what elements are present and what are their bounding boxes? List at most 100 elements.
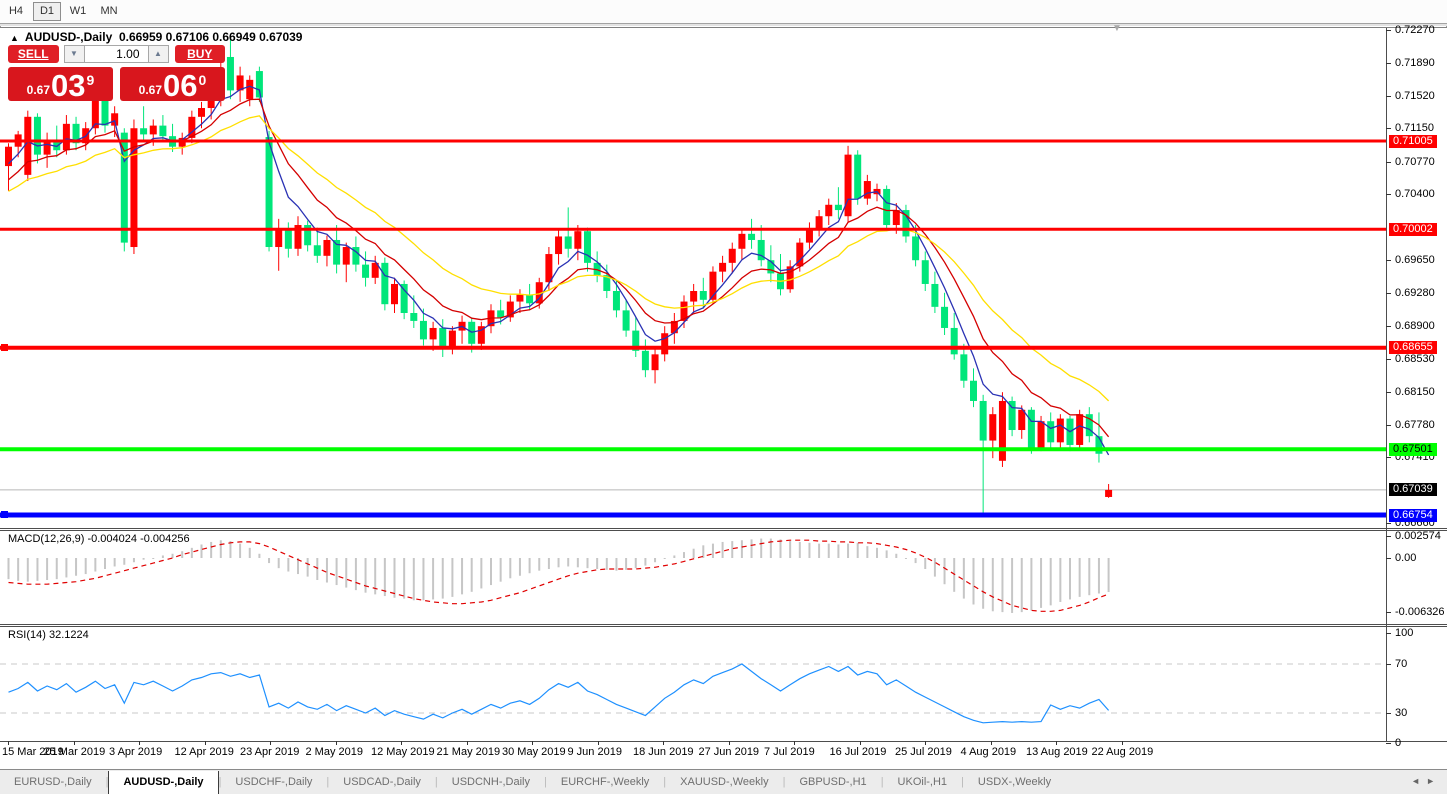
date-label: 30 May 2019 bbox=[502, 746, 566, 758]
price-axis-border bbox=[1386, 28, 1387, 741]
level-drag-handle-0.66754[interactable] bbox=[1, 511, 8, 518]
date-label: 16 Jul 2019 bbox=[829, 746, 887, 758]
buy-price-prefix: 0.67 bbox=[138, 83, 163, 97]
level-price-badge-0.67501: 0.67501 bbox=[1389, 442, 1437, 456]
price-tick-0.68150: 0.68150 bbox=[1395, 386, 1435, 399]
macd-tick-0.002574: 0.002574 bbox=[1395, 530, 1441, 543]
buy-price-pips: 06 bbox=[163, 68, 198, 103]
collapse-arrow-icon[interactable]: ▲ bbox=[10, 33, 19, 43]
main-chart-canvas[interactable] bbox=[0, 28, 1386, 528]
date-tick bbox=[335, 741, 337, 745]
axis-tick bbox=[1386, 633, 1391, 634]
price-tick-0.69650: 0.69650 bbox=[1395, 254, 1435, 267]
volume-decrease-button[interactable]: ▼ bbox=[63, 45, 85, 63]
axis-tick bbox=[1386, 292, 1391, 294]
chart-tab-eurchf-weekly[interactable]: EURCHF-,Weekly bbox=[560, 776, 650, 788]
candlestick-series bbox=[5, 35, 1113, 514]
tabs-scroll-right-icon[interactable]: ► bbox=[1426, 776, 1441, 786]
axis-tick bbox=[1386, 611, 1391, 613]
date-label: 13 Aug 2019 bbox=[1026, 746, 1088, 758]
rsi-panel-canvas[interactable] bbox=[0, 627, 1386, 741]
sell-price-box[interactable]: 0.67 03 9 bbox=[8, 67, 113, 101]
axis-tick bbox=[1386, 95, 1391, 97]
price-tick-0.71150: 0.71150 bbox=[1395, 122, 1434, 135]
level-price-badge-0.70002: 0.70002 bbox=[1389, 222, 1437, 236]
date-label: 12 May 2019 bbox=[371, 746, 435, 758]
overlay-ma-slow bbox=[8, 115, 1110, 402]
timeframe-button-w1[interactable]: W1 bbox=[69, 5, 87, 17]
date-label: 25 Jul 2019 bbox=[895, 746, 952, 758]
axis-tick bbox=[1386, 358, 1391, 360]
chart-tab-usdx-weekly[interactable]: USDX-,Weekly bbox=[977, 776, 1052, 788]
buy-price-box[interactable]: 0.67 06 0 bbox=[120, 67, 225, 101]
price-tick-0.70400: 0.70400 bbox=[1395, 188, 1435, 201]
rsi-tick-70: 70 bbox=[1395, 658, 1408, 670]
volume-increase-button[interactable]: ▲ bbox=[147, 45, 169, 63]
timeframe-button-mn[interactable]: MN bbox=[100, 5, 118, 17]
date-tick bbox=[794, 741, 795, 745]
macd-histogram bbox=[7, 538, 1110, 613]
tab-separator: | bbox=[105, 776, 109, 788]
chart-tab-xauusd-weekly[interactable]: XAUUSD-,Weekly bbox=[680, 776, 769, 788]
tab-separator: | bbox=[663, 776, 667, 788]
one-click-trading-panel: SELL ▼ ▲ BUY 0.67 03 9 0.67 06 0 bbox=[8, 45, 225, 101]
chart-tab-eurusd-daily[interactable]: EURUSD-,Daily bbox=[14, 776, 92, 788]
date-tick bbox=[925, 741, 926, 745]
rsi-indicator-label: RSI(14) 32.1224 bbox=[8, 629, 89, 641]
chart-ohlc-values: 0.66959 0.67106 0.66949 0.67039 bbox=[118, 30, 303, 44]
date-label: 2 May 2019 bbox=[305, 746, 363, 758]
panel-splitter-macd[interactable] bbox=[0, 528, 1447, 531]
sell-button[interactable]: SELL bbox=[8, 45, 59, 63]
date-tick bbox=[663, 741, 664, 745]
volume-input[interactable] bbox=[84, 45, 148, 63]
date-tick bbox=[728, 741, 730, 745]
date-tick bbox=[466, 741, 468, 745]
date-label: 25 Mar 2019 bbox=[43, 746, 106, 758]
chart-tab-ukoil-h1[interactable]: UKOil-,H1 bbox=[897, 776, 948, 788]
price-tick-0.69280: 0.69280 bbox=[1395, 286, 1435, 299]
date-label: 4 Aug 2019 bbox=[960, 746, 1017, 758]
price-tick-0.70770: 0.70770 bbox=[1395, 155, 1435, 168]
tabs-scroll-left-icon[interactable]: ◄ bbox=[1411, 776, 1427, 786]
chart-tab-gbpusd-h1[interactable]: GBPUSD-,H1 bbox=[799, 776, 867, 788]
date-tick bbox=[1056, 741, 1057, 745]
level-price-badge-0.71005: 0.71005 bbox=[1389, 134, 1437, 148]
price-tick-0.71890: 0.71890 bbox=[1395, 57, 1435, 70]
tab-separator: | bbox=[880, 776, 884, 788]
axis-tick bbox=[1386, 63, 1391, 65]
timeframe-button-h4[interactable]: H4 bbox=[8, 5, 24, 17]
level-drag-handle-0.68655[interactable] bbox=[1, 343, 8, 351]
buy-button[interactable]: BUY bbox=[174, 45, 225, 63]
axis-tick bbox=[1386, 326, 1391, 328]
date-tick bbox=[73, 741, 75, 745]
price-tick-0.68530: 0.68530 bbox=[1395, 352, 1435, 365]
macd-panel-canvas[interactable] bbox=[0, 531, 1386, 624]
date-label: 27 Jun 2019 bbox=[698, 746, 760, 758]
sell-price-point: 9 bbox=[86, 72, 95, 88]
date-tick bbox=[597, 741, 599, 745]
timeframe-toolbar: H4 D1 W1 MN bbox=[0, 0, 1447, 24]
panel-splitter-rsi[interactable] bbox=[0, 624, 1447, 627]
rsi-tick-0: 0 bbox=[1395, 737, 1402, 749]
chart-tab-audusd-daily[interactable]: AUDUSD-,Daily bbox=[108, 771, 219, 794]
axis-tick bbox=[1386, 29, 1391, 31]
overlay-ma-fast bbox=[8, 85, 1110, 456]
chart-tab-usdcad-daily[interactable]: USDCAD-,Daily bbox=[343, 776, 421, 788]
tab-separator: | bbox=[782, 776, 786, 788]
axis-tick bbox=[1386, 523, 1391, 525]
axis-tick bbox=[1386, 664, 1391, 665]
macd-tick--0.006326: -0.006326 bbox=[1395, 605, 1445, 618]
tab-separator: | bbox=[326, 776, 330, 788]
chart-tab-usdchf-daily[interactable]: USDCHF-,Daily bbox=[235, 776, 313, 788]
date-tick bbox=[8, 741, 9, 745]
rsi-line bbox=[8, 663, 1110, 724]
axis-tick bbox=[1386, 713, 1391, 714]
axis-tick bbox=[1386, 161, 1391, 163]
axis-tick bbox=[1386, 424, 1391, 426]
chart-shift-marker-icon[interactable]: ▼ bbox=[1112, 23, 1122, 34]
current-price-badge-0.67039: 0.67039 bbox=[1389, 483, 1437, 497]
date-label: 21 May 2019 bbox=[436, 746, 501, 758]
timeframe-button-d1[interactable]: D1 bbox=[33, 2, 61, 21]
chart-tab-usdcnh-daily[interactable]: USDCNH-,Daily bbox=[451, 776, 530, 788]
